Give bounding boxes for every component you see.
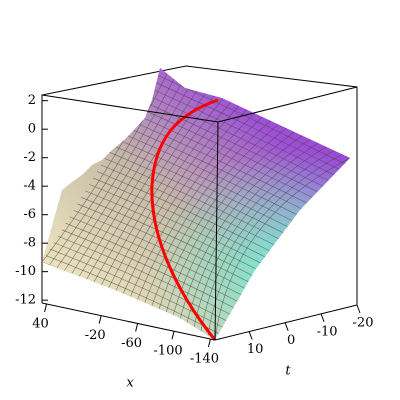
z-tick-label: -10 [15,264,36,279]
box-front [214,121,219,341]
mesh-line [99,97,224,289]
t-tick [284,322,289,331]
red-curve [150,98,219,341]
mesh-line [155,74,346,165]
mesh-line [207,153,343,337]
x-tick-label: 40 [32,316,49,331]
mesh-line [70,82,192,276]
mesh-line [104,158,288,244]
mesh-line [61,229,238,310]
z-tick-label: -6 [23,207,36,222]
mesh-line [185,142,319,328]
mesh-line [77,86,200,279]
mesh-line [93,177,274,262]
mesh-line [120,132,306,219]
mesh-line [106,101,232,292]
mesh-line [63,79,185,272]
mesh-line [178,138,311,324]
mesh-line [200,150,335,334]
mesh-line [193,146,327,331]
mesh-line [108,151,292,238]
t-tick-label: 10 [247,342,264,357]
t-axis-label: t [285,364,291,379]
mesh-line [149,124,279,311]
z-tick-label: -8 [23,236,36,251]
mesh-line [65,222,243,304]
t-tick-label: -10 [317,324,338,339]
t-tick [356,304,361,314]
x-tick-label: -20 [85,328,106,343]
surface [42,68,350,340]
mesh-line [152,80,342,171]
t-tick-label: 0 [287,333,295,348]
x-tick [207,338,211,348]
mesh-line [157,127,287,315]
mesh-line [144,93,333,183]
mesh-line [121,109,248,298]
axes-box [41,65,358,305]
mesh-line [116,138,301,226]
mesh-line [128,112,256,302]
mesh-line [100,164,283,250]
axes-front [41,86,358,341]
z-tick-label: -4 [23,179,36,194]
mesh-line [148,87,337,177]
mesh-line [81,197,261,280]
mesh-line [57,235,234,316]
mesh-line [113,105,240,295]
mesh-line [171,135,303,321]
mesh-line [77,203,256,286]
x-tick-label: -60 [121,336,142,351]
x-tick [135,323,139,332]
mesh-line [142,120,272,308]
x-tick [44,303,48,313]
x-tick [171,331,175,340]
mesh-line [214,157,350,340]
t-tick [248,331,253,340]
x-tick-label: -100 [153,344,182,359]
mesh-line [136,106,324,195]
z-tick-label: 2 [28,93,36,108]
mesh-line [164,131,295,318]
x-axis-label: x [126,376,134,391]
x-tick [98,315,102,324]
mesh-line [45,255,220,335]
mesh-line [89,184,270,268]
mesh-line [49,248,225,329]
t-tick-label: -20 [353,316,374,331]
mesh-line [96,171,279,256]
z-tick-label: 0 [28,122,36,137]
mesh-line [124,125,310,213]
box-back [41,65,358,305]
mesh-line [85,190,265,274]
mesh-line [112,145,297,232]
mesh-line [69,216,247,298]
t-tick [320,313,325,323]
mesh-line [135,116,264,305]
mesh-line [140,100,328,189]
surface-mesh [42,68,350,340]
mesh-line [53,242,229,323]
x-tick-label: -140 [190,352,219,367]
z-tick-label: -12 [15,293,36,308]
z-tick-label: -2 [23,150,36,165]
mesh-line [128,119,315,207]
